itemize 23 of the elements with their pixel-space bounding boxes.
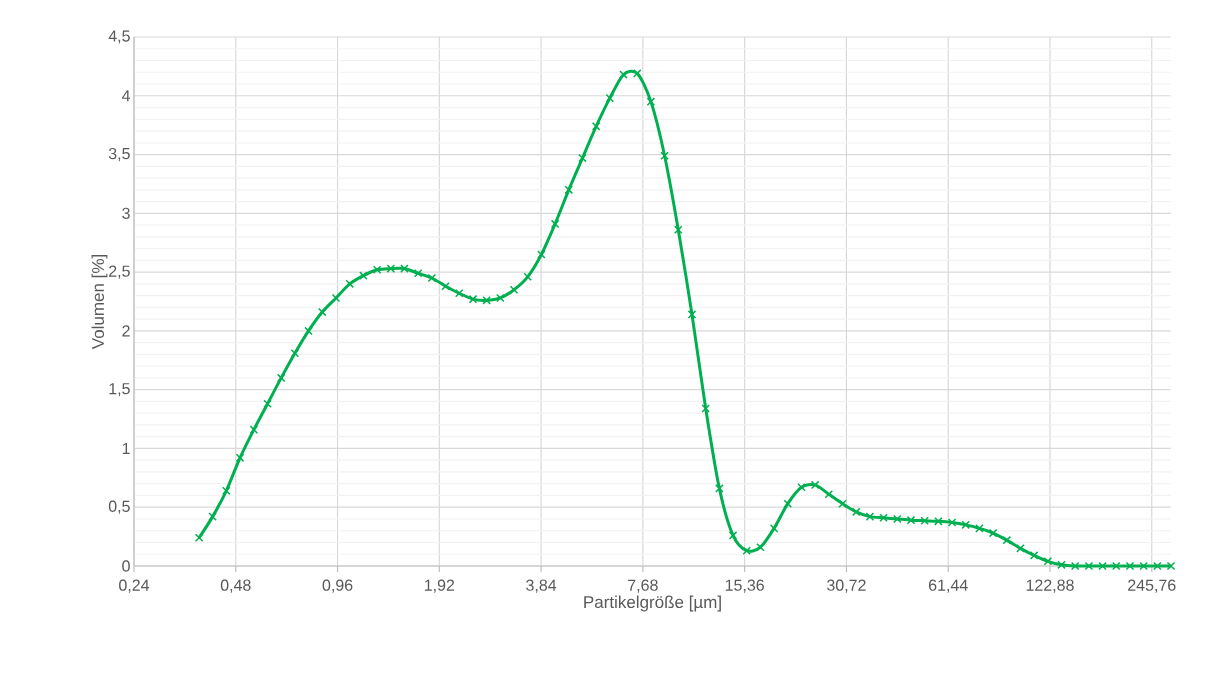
y-tick-label: 1,5	[109, 383, 130, 397]
y-tick-label: 4	[121, 90, 131, 102]
y-tick-label: 2	[122, 325, 130, 337]
y-tick-label: 0	[122, 560, 130, 572]
y-tick-label: 4,5	[108, 30, 130, 44]
x-tick-label: 245,76	[1128, 579, 1176, 593]
y-tick-label: 3,5	[108, 147, 130, 162]
x-tick-label: 7,68	[628, 579, 658, 593]
x-tick-label: 1,92	[424, 579, 455, 593]
x-tick-label: 30,72	[827, 579, 866, 593]
x-tick-label: 15,36	[725, 579, 764, 593]
x-tick-label: 61,44	[928, 579, 968, 593]
y-tick-label: 1	[122, 442, 130, 454]
x-tick-label: 0,24	[119, 579, 150, 593]
x-tick-label: 122,88	[1026, 579, 1074, 593]
x-tick-label: 3,84	[526, 579, 557, 593]
x-axis-title: Partikelgröße [µm]	[584, 595, 721, 612]
x-tick-label: 0,96	[322, 579, 353, 593]
y-tick-label: 3	[122, 207, 130, 219]
y-tick-label: 0,5	[108, 500, 130, 514]
y-axis-title: Volumen [%]	[91, 255, 108, 350]
y-tick-label: 2,5	[109, 265, 130, 279]
x-tick-label: 0,48	[220, 579, 251, 593]
